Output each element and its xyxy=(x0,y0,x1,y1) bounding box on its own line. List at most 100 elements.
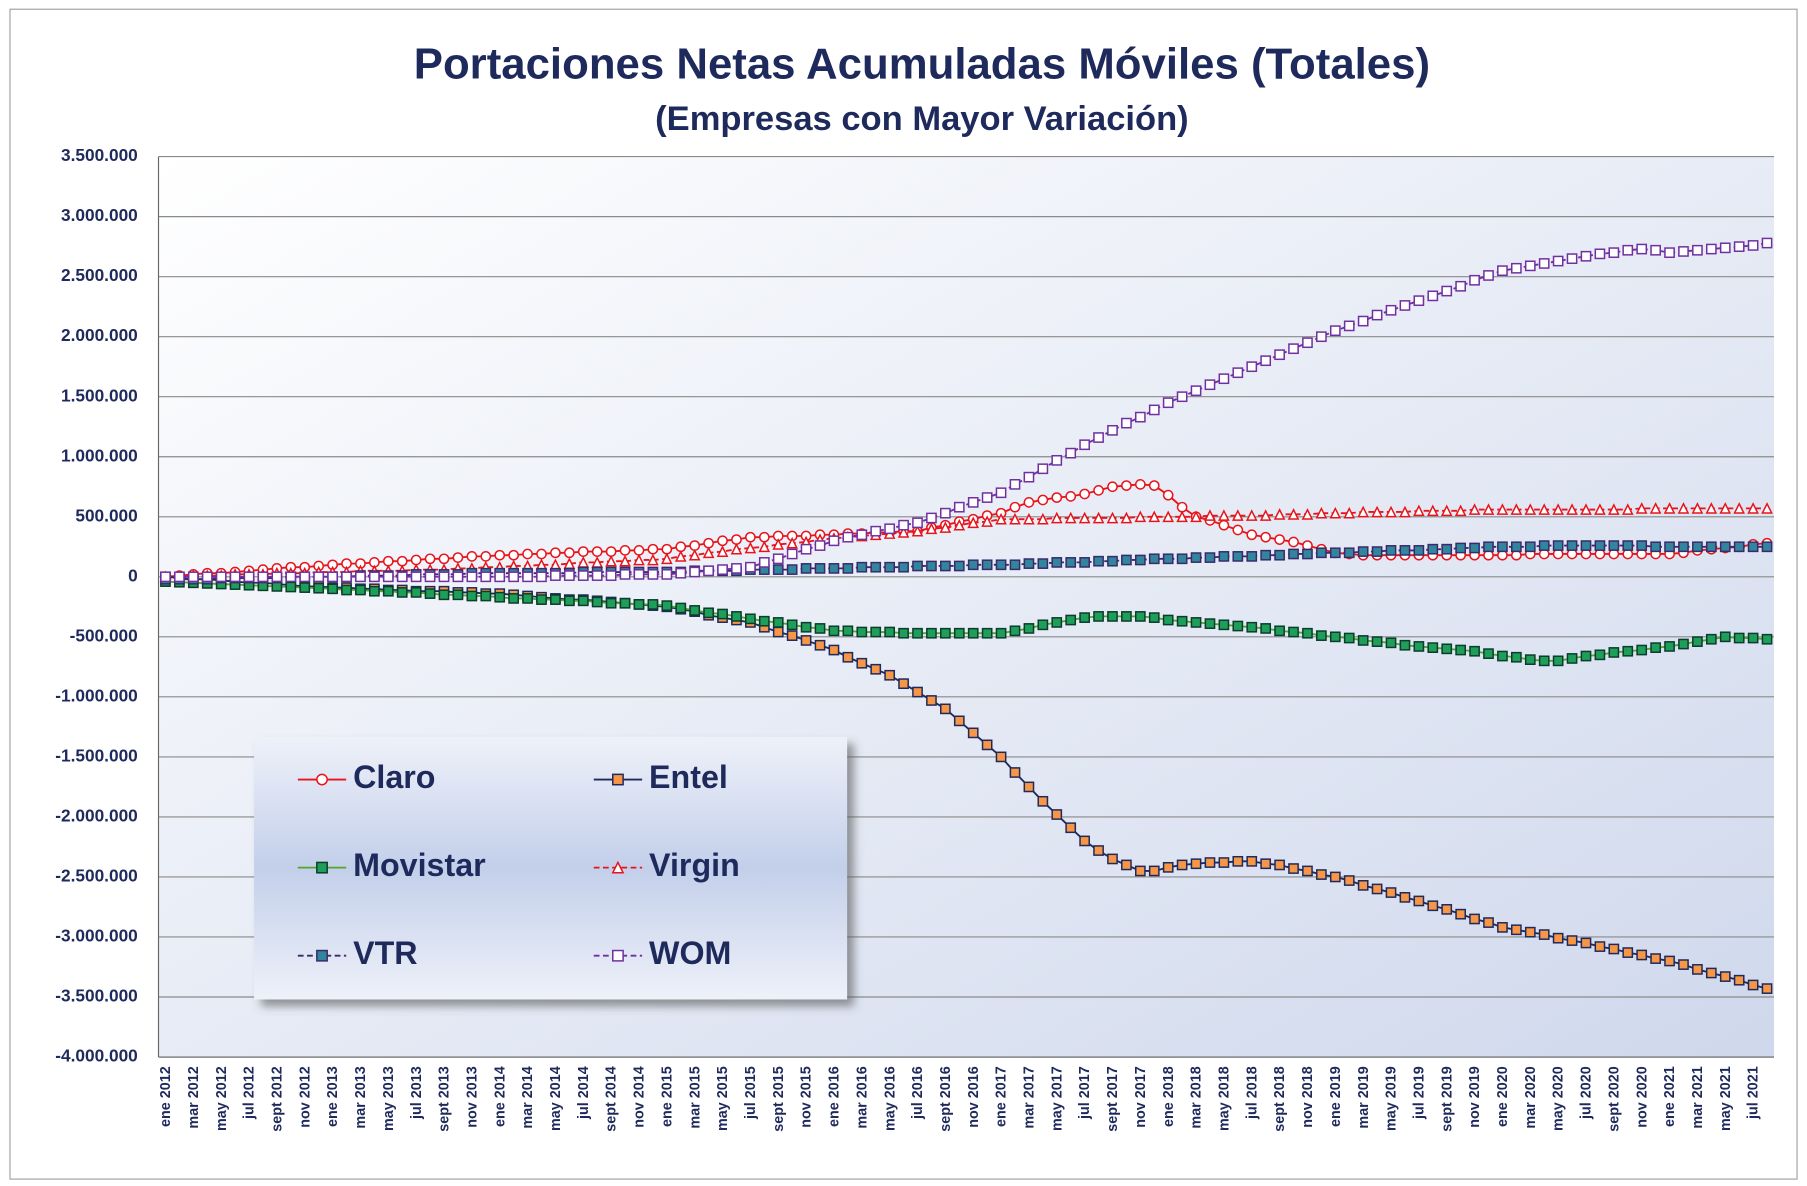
marker xyxy=(1246,361,1258,373)
marker xyxy=(187,571,199,583)
marker xyxy=(1566,503,1578,515)
marker xyxy=(981,515,993,527)
marker xyxy=(758,615,770,627)
marker xyxy=(953,518,966,531)
marker xyxy=(940,560,951,572)
marker xyxy=(745,561,756,573)
marker xyxy=(508,549,519,561)
marker xyxy=(563,570,575,581)
x-tick-label: nov 2014 xyxy=(632,1066,648,1128)
x-tick-label: nov 2018 xyxy=(1300,1066,1316,1128)
marker xyxy=(1107,424,1118,436)
marker xyxy=(1483,541,1494,553)
marker xyxy=(1009,625,1021,637)
marker xyxy=(1204,379,1216,391)
marker xyxy=(1107,555,1118,567)
y-tick-label: 1.500.000 xyxy=(61,385,138,405)
marker xyxy=(466,571,478,583)
marker xyxy=(1134,510,1147,523)
marker xyxy=(1482,503,1495,515)
marker xyxy=(1246,855,1258,867)
marker xyxy=(1134,411,1146,423)
marker xyxy=(424,571,436,583)
marker xyxy=(480,571,492,583)
x-tick-label: sept 2017 xyxy=(1105,1066,1121,1132)
marker xyxy=(1483,270,1494,281)
marker xyxy=(772,617,784,628)
legend-label: Movistar xyxy=(353,847,486,883)
marker xyxy=(758,531,770,543)
marker xyxy=(271,571,283,583)
marker xyxy=(1664,541,1675,553)
marker xyxy=(424,553,436,565)
x-tick-label: sept 2016 xyxy=(938,1066,954,1132)
marker xyxy=(1162,861,1174,873)
marker xyxy=(1511,541,1522,553)
marker xyxy=(327,571,338,583)
x-tick-label: nov 2017 xyxy=(1133,1066,1149,1128)
x-tick-label: ene 2014 xyxy=(492,1066,508,1127)
marker xyxy=(1678,959,1689,970)
marker xyxy=(1496,503,1509,515)
marker xyxy=(814,563,826,574)
marker xyxy=(1455,280,1467,292)
marker xyxy=(1134,479,1146,490)
marker xyxy=(1065,447,1077,459)
marker xyxy=(1552,655,1564,667)
marker xyxy=(1302,337,1313,349)
marker xyxy=(717,608,728,620)
marker xyxy=(1747,240,1759,251)
x-tick-label: ene 2019 xyxy=(1328,1066,1344,1127)
legend-label: WOM xyxy=(649,935,731,971)
marker xyxy=(1719,502,1732,514)
marker xyxy=(1204,618,1216,629)
marker xyxy=(703,565,714,577)
marker xyxy=(1664,955,1675,967)
marker xyxy=(1315,506,1328,519)
marker xyxy=(1497,265,1508,277)
marker xyxy=(452,571,464,583)
marker xyxy=(1120,511,1133,524)
marker xyxy=(1023,497,1035,508)
marker xyxy=(995,512,1007,525)
marker xyxy=(717,564,728,575)
marker xyxy=(1733,632,1745,644)
marker xyxy=(1455,542,1467,554)
marker xyxy=(1065,491,1077,502)
marker xyxy=(285,581,297,593)
marker xyxy=(1371,309,1383,321)
marker xyxy=(1037,795,1049,807)
marker xyxy=(1594,649,1606,661)
marker xyxy=(382,585,394,597)
marker xyxy=(1692,636,1703,647)
x-tick-label: ene 2016 xyxy=(827,1066,843,1127)
x-tick-label: jul 2015 xyxy=(743,1066,759,1120)
marker xyxy=(1469,645,1480,657)
marker xyxy=(1301,508,1314,520)
marker xyxy=(828,535,840,547)
marker xyxy=(1733,502,1745,514)
chart-subtitle: (Empresas con Mayor Variación) xyxy=(655,100,1189,138)
marker xyxy=(1065,557,1077,568)
marker xyxy=(717,535,728,547)
marker xyxy=(967,516,980,529)
marker xyxy=(925,522,938,535)
marker xyxy=(1302,627,1313,639)
marker xyxy=(1622,244,1634,256)
marker xyxy=(1440,504,1453,517)
marker xyxy=(508,593,519,604)
y-tick-label: 3.500.000 xyxy=(61,145,138,165)
legend-marker xyxy=(316,861,328,874)
marker xyxy=(160,571,171,583)
marker xyxy=(1190,385,1202,397)
marker xyxy=(1037,619,1049,631)
legend-label: Claro xyxy=(353,759,435,795)
marker xyxy=(1427,642,1439,653)
marker xyxy=(1385,505,1397,518)
marker xyxy=(1050,511,1063,524)
marker xyxy=(786,564,798,575)
marker xyxy=(1218,619,1230,631)
marker xyxy=(1497,650,1508,662)
marker xyxy=(940,703,951,715)
